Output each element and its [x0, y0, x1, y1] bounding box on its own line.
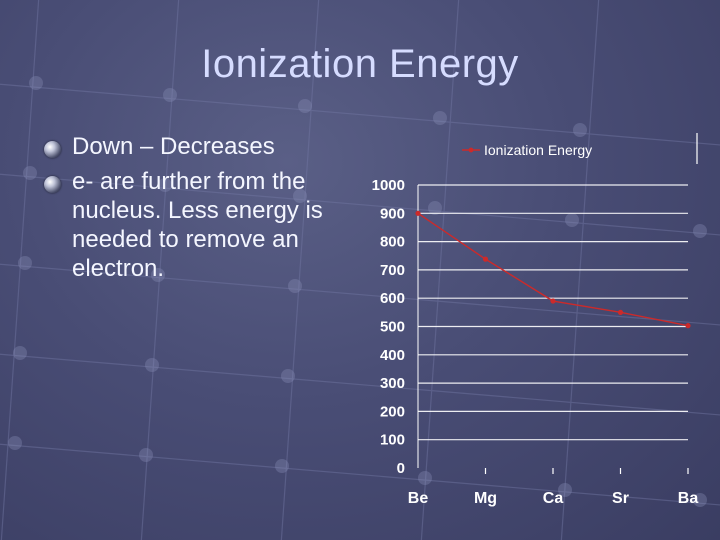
y-tick-label: 200 — [380, 403, 405, 420]
data-point — [550, 298, 556, 304]
x-tick-labels: Be Mg Ca Sr Ba — [408, 490, 699, 507]
x-tick-label: Sr — [612, 490, 629, 507]
legend-marker — [468, 147, 474, 153]
data-point — [482, 256, 489, 262]
data-point — [685, 323, 691, 329]
bullet-item: Down – Decreases — [44, 132, 364, 161]
y-tick-label: 800 — [380, 234, 405, 251]
x-tick-label: Be — [408, 490, 429, 507]
bullet-text: e- are further from the nucleus. Less en… — [72, 168, 323, 282]
y-tick-label: 600 — [380, 290, 405, 307]
data-point — [415, 210, 421, 216]
y-tick-labels: 0 100 200 300 400 500 600 700 800 900 1000 — [372, 177, 405, 477]
x-tick-label: Ca — [543, 490, 564, 507]
bullet-text: Down – Decreases — [72, 133, 275, 160]
y-tick-label: 100 — [380, 432, 405, 449]
x-tick-label: Ba — [678, 490, 699, 507]
y-tick-label: 1000 — [372, 177, 405, 194]
series-ionization-energy — [415, 210, 691, 329]
y-tick-label: 700 — [380, 262, 405, 279]
chart-axes — [417, 185, 689, 474]
y-tick-label: 300 — [380, 375, 405, 392]
bullet-sphere-icon — [44, 176, 61, 193]
y-tick-label: 900 — [380, 205, 405, 222]
legend-label: Ionization Energy — [484, 142, 592, 158]
y-tick-label: 400 — [380, 347, 405, 364]
chart-legend[interactable]: Ionization Energy — [462, 133, 698, 164]
data-point — [617, 309, 624, 315]
bullet-sphere-icon — [44, 141, 61, 158]
bullet-list: Down – Decreases e- are further from the… — [44, 132, 364, 289]
y-tick-label: 500 — [380, 319, 405, 336]
slide-title: Ionization Energy — [201, 42, 519, 86]
y-gridlines — [418, 184, 688, 441]
y-tick-label: 0 — [397, 460, 405, 477]
bullet-item: e- are further from the nucleus. Less en… — [44, 167, 364, 283]
x-tick-label: Mg — [474, 490, 497, 507]
